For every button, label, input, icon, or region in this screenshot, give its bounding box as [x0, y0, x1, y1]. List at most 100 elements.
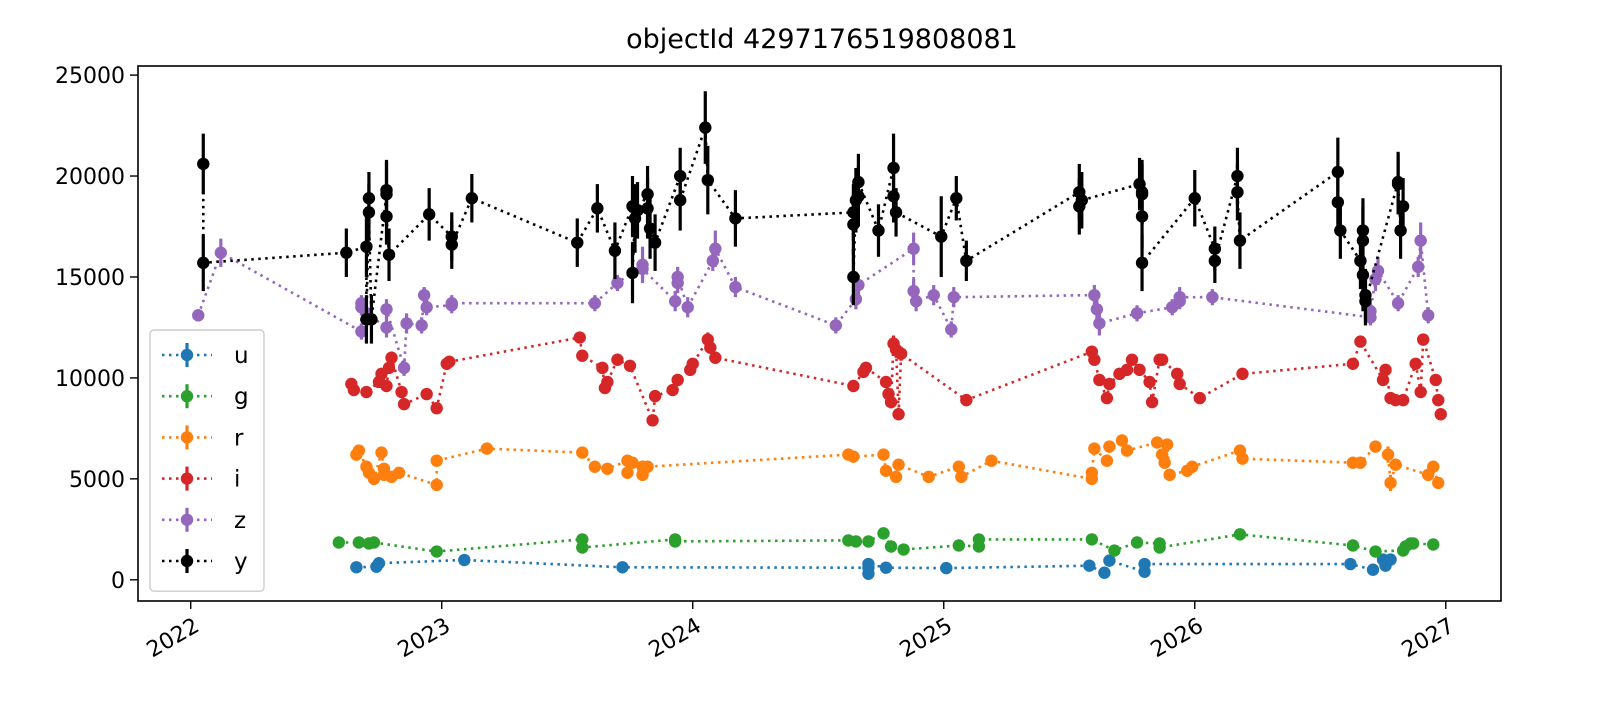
data-point [892, 458, 905, 471]
data-point [879, 464, 893, 477]
data-point [955, 470, 968, 484]
data-point [1138, 557, 1151, 571]
data-point [1115, 434, 1129, 447]
data-point [889, 470, 903, 484]
legend-marker [180, 513, 194, 526]
data-point [1414, 234, 1427, 247]
y-tick-label: 0 [111, 569, 125, 594]
data-point [1143, 375, 1156, 389]
data-point [430, 478, 443, 492]
data-point [197, 256, 210, 270]
data-point [355, 325, 368, 338]
series-line-y [202, 127, 1405, 320]
data-point [1085, 533, 1099, 546]
data-point [907, 242, 920, 255]
data-point [1135, 210, 1149, 223]
data-point [422, 208, 436, 221]
data-point [701, 173, 714, 187]
legend-marker [180, 431, 194, 444]
data-point [1090, 303, 1104, 316]
data-point [1376, 373, 1390, 387]
data-point [852, 175, 865, 189]
y-tick-label: 10000 [55, 367, 125, 392]
data-point [709, 242, 722, 255]
data-point [375, 446, 388, 459]
data-point [952, 460, 966, 473]
data-point [862, 567, 875, 580]
data-point [1354, 335, 1367, 348]
data-point [596, 361, 609, 375]
data-point [1384, 476, 1397, 490]
data-point [420, 387, 433, 401]
data-point [588, 460, 602, 473]
data-point [1108, 544, 1121, 557]
data-point [892, 408, 905, 421]
data-point [648, 389, 662, 403]
data-point [382, 248, 396, 261]
data-point [1411, 260, 1425, 274]
data-point [849, 292, 863, 306]
data-point [365, 313, 378, 326]
data-point [214, 246, 228, 259]
data-point [922, 470, 935, 484]
data-point [1381, 448, 1395, 461]
data-point [1088, 442, 1101, 455]
data-point [897, 543, 910, 556]
data-point [1160, 438, 1174, 451]
data-point [1389, 458, 1402, 471]
data-point [430, 545, 443, 558]
data-point [1396, 200, 1410, 213]
data-point [1356, 268, 1370, 282]
data-point [601, 375, 614, 389]
data-point [960, 254, 973, 268]
data-point [1414, 385, 1427, 399]
data-point [382, 361, 396, 375]
data-point [1406, 537, 1420, 550]
data-point [1359, 294, 1372, 308]
data-point [909, 294, 923, 308]
legend-marker [180, 554, 194, 568]
data-point [1100, 391, 1114, 405]
data-point [1356, 224, 1370, 237]
data-point [1236, 367, 1249, 381]
data-point [729, 212, 742, 225]
legend-label: r [234, 425, 244, 451]
data-point [1125, 353, 1139, 366]
data-point [641, 460, 654, 473]
data-point [395, 385, 408, 399]
series-line-z [196, 240, 1430, 369]
data-point [601, 462, 614, 475]
data-point [940, 561, 953, 575]
plot-area [192, 91, 1447, 580]
data-point [1429, 373, 1442, 387]
data-point [623, 359, 637, 373]
data-point [1103, 554, 1116, 567]
data-point [608, 244, 622, 257]
data-point [859, 361, 873, 375]
data-point [1391, 177, 1405, 191]
data-point [877, 527, 890, 540]
series-r [350, 434, 1445, 492]
data-point [443, 355, 456, 368]
data-point [1188, 192, 1201, 205]
data-point [872, 224, 885, 237]
data-point [332, 536, 346, 549]
data-point [887, 161, 900, 175]
data-point [1145, 395, 1159, 409]
legend-label: g [234, 384, 249, 410]
data-point [380, 303, 393, 316]
series-u [350, 553, 1397, 580]
data-point [671, 373, 684, 387]
data-point [1391, 297, 1405, 310]
data-point [1103, 377, 1116, 391]
data-point [829, 319, 843, 332]
y-tick-label: 20000 [55, 165, 125, 190]
data-point [1088, 288, 1101, 302]
data-point [935, 230, 948, 243]
data-point [576, 446, 589, 459]
data-point [588, 297, 602, 310]
legend-entry-i: i [162, 466, 240, 493]
data-point [1396, 393, 1410, 407]
